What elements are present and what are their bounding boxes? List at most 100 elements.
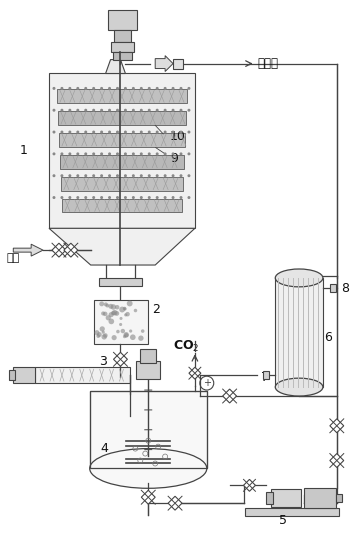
Circle shape: [100, 131, 103, 133]
Bar: [49, 73, 195, 228]
Circle shape: [124, 152, 127, 155]
Circle shape: [187, 174, 191, 177]
Bar: [111, 42, 134, 51]
Circle shape: [108, 131, 111, 133]
Circle shape: [127, 301, 132, 307]
Circle shape: [164, 109, 167, 111]
Circle shape: [132, 131, 135, 133]
Circle shape: [148, 131, 151, 133]
Circle shape: [60, 196, 64, 199]
Text: 6: 6: [324, 331, 332, 344]
Bar: [266, 492, 273, 504]
Circle shape: [124, 87, 127, 90]
Circle shape: [148, 152, 151, 155]
Bar: [304, 488, 336, 508]
Circle shape: [121, 329, 125, 333]
Circle shape: [114, 311, 119, 316]
Text: 10: 10: [170, 130, 186, 143]
Ellipse shape: [275, 378, 323, 396]
Circle shape: [148, 87, 151, 90]
Circle shape: [76, 131, 79, 133]
Circle shape: [105, 303, 109, 308]
Bar: [9, 370, 15, 380]
Circle shape: [76, 174, 79, 177]
Circle shape: [100, 109, 103, 111]
Circle shape: [100, 196, 103, 199]
Circle shape: [124, 131, 127, 133]
Circle shape: [172, 196, 175, 199]
Bar: [99, 278, 142, 286]
Circle shape: [125, 312, 130, 316]
Circle shape: [156, 174, 159, 177]
Circle shape: [111, 311, 115, 315]
Circle shape: [187, 131, 191, 133]
Circle shape: [116, 174, 119, 177]
Circle shape: [140, 131, 143, 133]
Circle shape: [119, 317, 123, 320]
Polygon shape: [49, 228, 195, 265]
Circle shape: [92, 131, 95, 133]
Circle shape: [84, 152, 87, 155]
Text: CO$_2$: CO$_2$: [173, 339, 200, 354]
Circle shape: [100, 174, 103, 177]
Circle shape: [84, 196, 87, 199]
Circle shape: [116, 87, 119, 90]
Circle shape: [108, 152, 111, 155]
Text: 4: 4: [101, 442, 109, 455]
Circle shape: [187, 196, 191, 199]
Text: 9: 9: [170, 152, 178, 165]
Polygon shape: [189, 367, 201, 379]
Text: 2: 2: [152, 303, 160, 316]
Bar: [140, 349, 156, 363]
Circle shape: [84, 131, 87, 133]
Circle shape: [148, 174, 151, 177]
Bar: [114, 30, 131, 42]
Circle shape: [76, 87, 79, 90]
Bar: [90, 391, 207, 468]
Bar: [136, 361, 160, 379]
Bar: [330, 284, 336, 292]
Circle shape: [164, 152, 167, 155]
Circle shape: [53, 131, 56, 133]
Bar: [61, 177, 183, 191]
Circle shape: [140, 174, 143, 177]
Bar: [59, 133, 185, 147]
Circle shape: [116, 196, 119, 199]
Circle shape: [164, 174, 167, 177]
Circle shape: [140, 109, 143, 111]
Circle shape: [138, 336, 144, 341]
Text: 5: 5: [279, 513, 287, 526]
Circle shape: [132, 174, 135, 177]
Circle shape: [132, 196, 135, 199]
Polygon shape: [330, 453, 344, 467]
Polygon shape: [168, 496, 182, 510]
Polygon shape: [141, 490, 155, 504]
Circle shape: [132, 152, 135, 155]
Circle shape: [60, 109, 64, 111]
Circle shape: [124, 174, 127, 177]
Circle shape: [187, 87, 191, 90]
Circle shape: [156, 109, 159, 111]
Circle shape: [172, 87, 175, 90]
Circle shape: [92, 174, 95, 177]
Circle shape: [68, 109, 72, 111]
Circle shape: [92, 152, 95, 155]
Circle shape: [140, 152, 143, 155]
Circle shape: [115, 305, 119, 309]
Circle shape: [109, 318, 114, 324]
Bar: [58, 111, 186, 125]
Bar: [264, 371, 269, 379]
Circle shape: [123, 332, 129, 338]
Text: 净化气: 净化气: [257, 57, 278, 70]
Circle shape: [140, 196, 143, 199]
Circle shape: [156, 196, 159, 199]
Circle shape: [172, 174, 175, 177]
Polygon shape: [64, 243, 78, 257]
Bar: [57, 90, 187, 103]
Circle shape: [123, 308, 127, 310]
Circle shape: [148, 109, 151, 111]
Circle shape: [141, 329, 144, 333]
Circle shape: [119, 307, 125, 312]
Bar: [35, 367, 130, 383]
Circle shape: [68, 196, 72, 199]
